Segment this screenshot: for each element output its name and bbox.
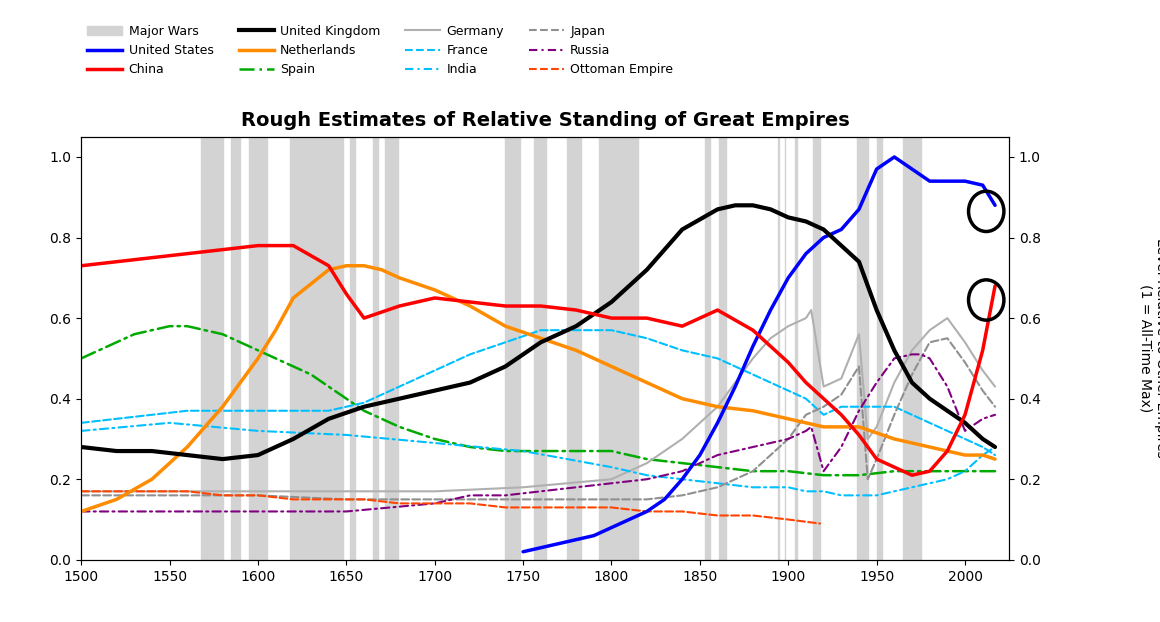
Bar <box>599 137 638 560</box>
Bar <box>857 137 868 560</box>
Bar <box>705 137 710 560</box>
Bar <box>813 137 820 560</box>
Bar <box>904 137 921 560</box>
Bar <box>719 137 726 560</box>
Bar <box>249 137 267 560</box>
Bar <box>350 137 355 560</box>
Legend: Major Wars, United States, China, United Kingdom, Netherlands, Spain, Germany, F: Major Wars, United States, China, United… <box>87 25 673 76</box>
Title: Rough Estimates of Relative Standing of Great Empires: Rough Estimates of Relative Standing of … <box>241 111 849 130</box>
Bar <box>567 137 581 560</box>
Bar <box>877 137 882 560</box>
Bar <box>796 137 797 560</box>
Bar <box>534 137 546 560</box>
Bar <box>232 137 240 560</box>
Bar <box>506 137 520 560</box>
Bar <box>202 137 223 560</box>
Bar <box>290 137 343 560</box>
Bar <box>372 137 378 560</box>
Bar <box>385 137 398 560</box>
Y-axis label: Level Relative to Other Empires
(1 = All-Time Max): Level Relative to Other Empires (1 = All… <box>1138 238 1160 458</box>
Bar <box>777 137 780 560</box>
